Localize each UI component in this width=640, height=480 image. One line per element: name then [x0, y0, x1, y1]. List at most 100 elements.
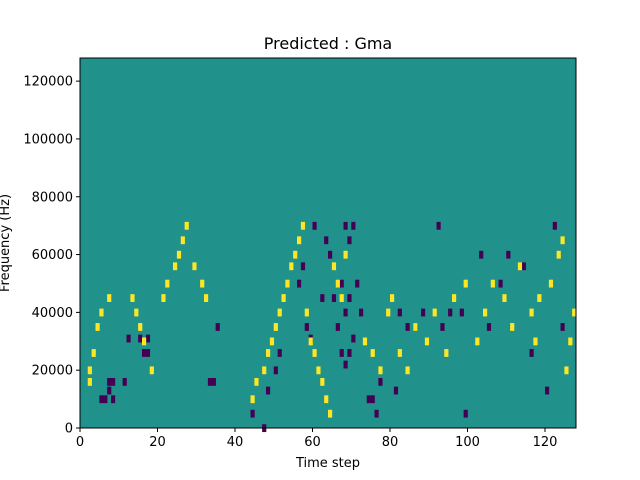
heatmap-cell-high — [95, 323, 100, 331]
heatmap-cell-low — [339, 279, 344, 288]
heatmap-cell-low — [421, 308, 426, 317]
heatmap-cell-low — [126, 334, 131, 343]
heatmap-cell-low — [374, 409, 379, 418]
heatmap-cell-low — [366, 395, 371, 404]
heatmap-cell-high — [254, 377, 259, 386]
heatmap-cell-low — [521, 262, 526, 271]
heatmap-cell-high — [184, 221, 189, 230]
heatmap-cell-high — [378, 366, 383, 375]
heatmap-cell-high — [510, 323, 515, 331]
heatmap-cell-low — [304, 323, 309, 331]
y-tick-label: 120000 — [23, 75, 73, 90]
heatmap-cell-high — [490, 279, 495, 288]
x-tick-label: 20 — [149, 435, 166, 450]
heatmap-cell-low — [347, 236, 352, 245]
heatmap-cell-high — [165, 279, 170, 288]
heatmap-cell-low — [378, 377, 383, 386]
heatmap-cell-high — [424, 337, 430, 346]
heatmap-cell-low — [103, 395, 108, 404]
heatmap-cell-low — [397, 308, 402, 317]
y-tick-label: 100000 — [23, 132, 73, 147]
heatmap-cell-low — [111, 395, 116, 404]
heatmap-cell-low — [448, 308, 453, 317]
heatmap-cell-low — [335, 323, 340, 331]
x-tick-label: 80 — [382, 435, 399, 450]
heatmap-cell-high — [556, 250, 561, 259]
heatmap-cell-low — [355, 279, 360, 288]
heatmap-cell-high — [200, 279, 205, 288]
heatmap-cell-low — [351, 221, 356, 230]
heatmap-cell-high — [180, 236, 185, 245]
heatmap-cell-low — [506, 250, 511, 259]
heatmap-cell-low — [111, 377, 116, 386]
heatmap-cell-high — [386, 308, 391, 317]
heatmap-cell-high — [328, 409, 333, 418]
heatmap-cell-high — [339, 294, 344, 302]
chart-title: Predicted : Gma — [264, 34, 392, 53]
heatmap-cell-low — [331, 294, 337, 302]
heatmap-cell-high — [297, 236, 302, 245]
y-tick-label: 40000 — [32, 306, 73, 321]
heatmap-cell-high — [173, 262, 178, 271]
heatmap-cell-high — [502, 294, 507, 302]
heatmap-cell-low — [436, 221, 441, 230]
heatmap-cell-high — [87, 366, 92, 375]
heatmap-cell-low — [405, 323, 410, 331]
heatmap-cell-low — [107, 377, 112, 386]
heatmap-cell-low — [351, 334, 356, 343]
heatmap-cell-high — [537, 294, 542, 302]
heatmap-cell-high — [87, 377, 92, 386]
heatmap-cell-low — [300, 262, 306, 271]
heatmap-cell-low — [498, 279, 503, 288]
heatmap-cell-high — [308, 337, 313, 346]
heatmap-cell-high — [413, 323, 418, 331]
heatmap-cell-low — [277, 349, 282, 357]
heatmap-cell-high — [134, 308, 139, 317]
heatmap-cell-high — [142, 337, 147, 346]
heatmap-cell-low — [479, 250, 484, 259]
heatmap-cells — [80, 58, 577, 433]
heatmap-cell-high — [285, 279, 290, 288]
heatmap-cell-high — [293, 250, 298, 259]
heatmap-cell-low — [328, 250, 333, 259]
heatmap-cell-high — [548, 279, 554, 288]
heatmap-cell-low — [142, 349, 147, 357]
heatmap-cell-high — [176, 250, 182, 259]
heatmap-cell-low — [297, 279, 302, 288]
heatmap-cell-high — [269, 337, 275, 346]
heatmap-cell-low — [343, 221, 348, 230]
y-tick-label: 20000 — [32, 364, 73, 379]
heatmap-cell-high — [560, 236, 565, 245]
heatmap-cell-low — [552, 221, 557, 230]
heatmap-cell-high — [405, 366, 410, 375]
heatmap-cell-low — [211, 377, 216, 386]
heatmap-cell-low — [343, 308, 348, 317]
y-tick-label: 80000 — [32, 190, 73, 205]
heatmap-cell-high — [362, 337, 368, 346]
heatmap-cell-high — [266, 349, 271, 357]
heatmap-cell-low — [545, 386, 550, 395]
heatmap-cell-high — [533, 337, 538, 346]
heatmap-cell-high — [529, 308, 534, 317]
heatmap-cell-high — [370, 349, 375, 357]
heatmap-cell-high — [161, 294, 166, 302]
x-tick-label: 40 — [227, 435, 244, 450]
heatmap-cell-low — [207, 377, 213, 386]
y-tick-label: 0 — [65, 422, 73, 437]
x-tick-label: 0 — [76, 435, 84, 450]
y-axis-ticks: 0 20000 40000 60000 80000 100000 120000 — [23, 75, 80, 437]
heatmap-cell-high — [331, 262, 337, 271]
heatmap-cell-high — [463, 279, 468, 288]
heatmap-cell-low — [312, 221, 317, 230]
heatmap-cell-low — [324, 236, 329, 245]
heatmap-cell-high — [324, 395, 329, 404]
heatmap-cell-high — [192, 262, 197, 271]
x-axis-title: Time step — [295, 456, 360, 471]
heatmap-cell-high — [320, 377, 325, 386]
heatmap-cell-high — [312, 349, 317, 357]
heatmap-cell-high — [390, 294, 395, 302]
heatmap-cell-low — [560, 323, 565, 331]
heatmap-cell-high — [444, 349, 449, 357]
y-axis-title: Frequency (Hz) — [0, 194, 13, 292]
